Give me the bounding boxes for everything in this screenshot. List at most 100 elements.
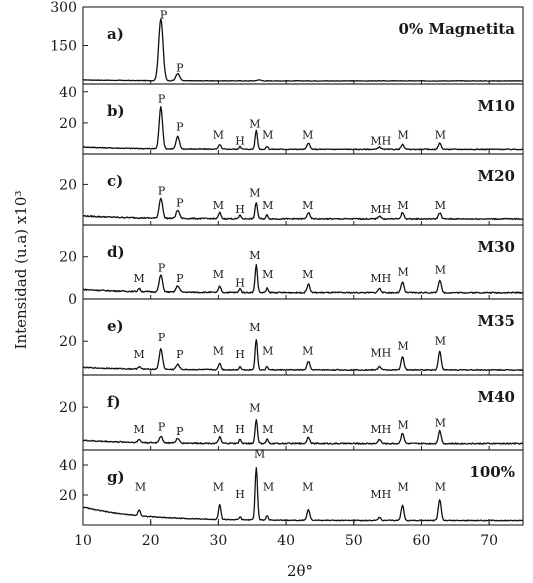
x-tick-label: 40: [277, 533, 295, 549]
phase-label: M: [249, 118, 260, 131]
panel-frame: [82, 83, 524, 155]
y-tick-label: 300: [50, 0, 77, 16]
y-tick-label: 20: [59, 400, 77, 416]
phase-label: M: [302, 481, 313, 494]
phase-label: M: [263, 481, 274, 494]
panel-letter: b): [107, 102, 125, 120]
phase-label: P: [176, 62, 184, 75]
sample-name: M35: [478, 312, 515, 330]
phase-label: M: [302, 345, 313, 358]
y-tick-label: 20: [59, 488, 77, 504]
x-tick-label: 60: [413, 533, 431, 549]
panel-letter: a): [107, 25, 124, 43]
phase-label: P: [176, 121, 184, 134]
phase-label: M: [398, 340, 409, 353]
phase-label: M: [398, 481, 409, 494]
phase-label: M: [398, 266, 409, 279]
sample-name: 100%: [469, 463, 515, 481]
x-tick-label: 20: [142, 533, 160, 549]
phase-label: M: [435, 335, 446, 348]
panel-letter: c): [107, 172, 123, 190]
diffraction-trace: [82, 467, 524, 522]
y-tick-label: 20: [59, 177, 77, 193]
phase-label: M: [262, 268, 273, 281]
phase-label: H: [235, 276, 245, 289]
phase-label: M: [302, 128, 313, 141]
phase-label: M: [134, 423, 145, 436]
x-tick-label: 70: [480, 533, 498, 549]
panel-c: 20 PP M HMM M MH M Mc) M20: [59, 153, 524, 226]
phase-label: P: [158, 93, 166, 106]
phase-label: M: [249, 401, 260, 414]
diffraction-trace: [82, 339, 524, 372]
phase-label: P: [158, 331, 166, 344]
phase-label: P: [158, 185, 166, 198]
phase-label: M: [398, 199, 409, 212]
panel-a: 150 300 P Pa) 0% Magnetita: [50, 0, 524, 85]
y-tick-label: 150: [50, 39, 77, 55]
panel-letter: g): [107, 468, 125, 486]
phase-label: MH: [370, 488, 391, 501]
phase-label: M: [398, 128, 409, 141]
x-axis-title: 2θ°: [287, 562, 313, 580]
phase-label: M: [134, 348, 145, 361]
phase-label: M: [213, 128, 224, 141]
phase-label: M: [262, 128, 273, 141]
x-tick-label: 30: [209, 533, 227, 549]
phase-label: M: [262, 199, 273, 212]
sample-name: M40: [478, 388, 515, 406]
panel-frame: [82, 153, 524, 226]
sample-name: M20: [478, 167, 515, 185]
phase-label: M: [302, 199, 313, 212]
phase-label: MH: [370, 135, 391, 148]
y-axis-title: Intensidad (u.a) x10³: [12, 191, 30, 350]
phase-label: M: [435, 199, 446, 212]
phase-label: MH: [370, 423, 391, 436]
phase-label: M: [254, 448, 265, 461]
y-tick-label: 0: [68, 292, 77, 308]
diffraction-trace: [83, 18, 523, 82]
panel-frame: [82, 374, 524, 451]
x-tick-label: 10: [74, 533, 92, 549]
phase-label: M: [262, 345, 273, 358]
phase-label: M: [435, 128, 446, 141]
phase-label: MH: [370, 272, 391, 285]
sample-name: M10: [478, 97, 515, 115]
phase-label: M: [213, 199, 224, 212]
panel-frame: [82, 298, 524, 376]
panel-letter: d): [107, 243, 125, 261]
panel-frame: [82, 6, 524, 85]
y-tick-label: 40: [59, 458, 77, 474]
phase-label: M: [134, 272, 145, 285]
phase-label: M: [249, 321, 260, 334]
panel-letter: e): [107, 317, 124, 335]
phase-label: P: [160, 9, 168, 22]
diffraction-trace: [82, 418, 524, 445]
phase-label: M: [302, 423, 313, 436]
phase-label: M: [213, 268, 224, 281]
panel-frame: [82, 224, 524, 300]
x-tick-label: 50: [345, 533, 363, 549]
phase-label: M: [213, 481, 224, 494]
panel-frame: [82, 449, 524, 526]
diffraction-trace: [82, 197, 524, 221]
y-tick-label: 40: [59, 85, 77, 101]
phase-label: M: [435, 264, 446, 277]
phase-label: H: [235, 488, 245, 501]
phase-label: M: [398, 419, 409, 432]
sample-name: 0% Magnetita: [399, 20, 516, 38]
phase-label: P: [176, 348, 184, 361]
phase-label: H: [235, 348, 245, 361]
phase-label: P: [176, 425, 184, 438]
phase-label: H: [235, 423, 245, 436]
phase-label: P: [158, 262, 166, 275]
phase-label: M: [302, 268, 313, 281]
phase-label: M: [213, 423, 224, 436]
y-tick-label: 20: [59, 250, 77, 266]
phase-label: P: [158, 421, 166, 434]
y-tick-label: 20: [59, 334, 77, 350]
